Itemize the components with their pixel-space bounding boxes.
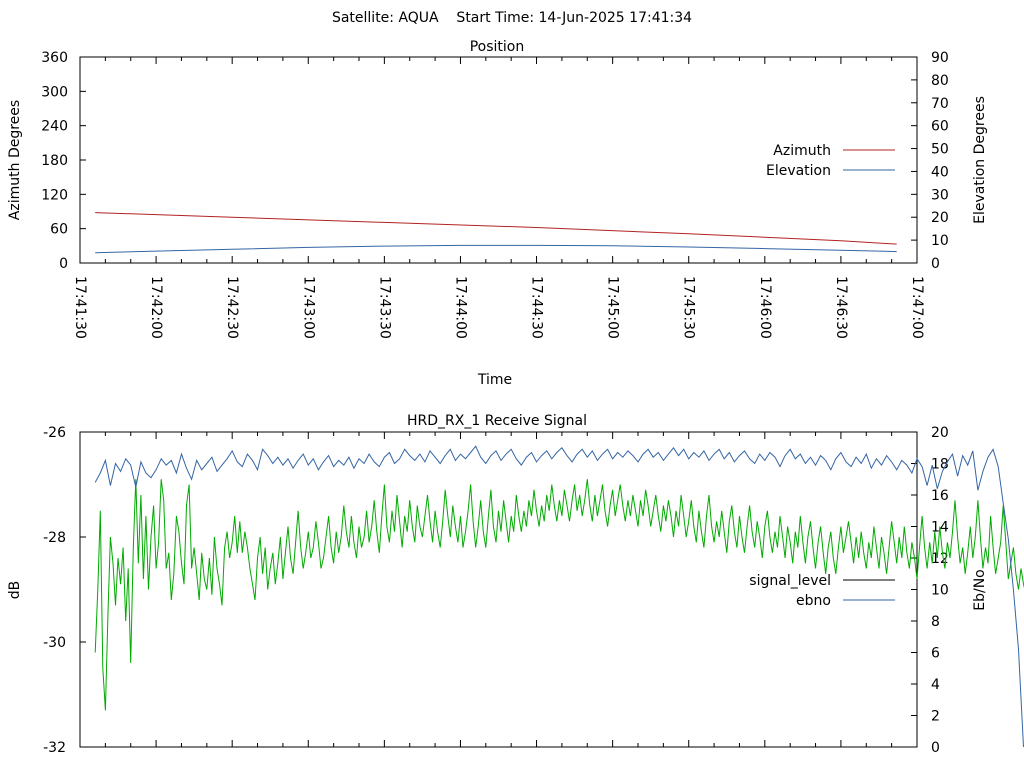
signal-y-left-label: dB — [7, 581, 23, 600]
position-y-right-tick-label: 10 — [931, 233, 949, 249]
signal-legend-label: signal_level — [749, 573, 831, 589]
position-y-right-tick-label: 30 — [931, 187, 949, 203]
signal-series — [94, 445, 1024, 748]
signal-series-line-ebno — [94, 445, 1024, 748]
signal-y-right-tick-label: 6 — [931, 646, 940, 662]
position-series-line-elevation — [95, 244, 897, 254]
position-x-tick-label: 17:45:30 — [681, 276, 697, 339]
signal-y-right-tick-label: 16 — [931, 488, 949, 504]
position-chart-title: Position — [470, 39, 525, 55]
position-axis-ticks: 0 60 120 180 240 300 360 0 10 20 30 40 50 60 70 80 90 17:… — [41, 50, 949, 339]
position-series-line-azimuth — [95, 212, 897, 245]
position-plot-frame — [79, 56, 918, 264]
position-y-left-tick-label: 300 — [41, 84, 68, 100]
position-x-tick-label: 17:44:30 — [529, 276, 545, 339]
position-y-right-tick-label: 90 — [931, 50, 949, 66]
position-x-axis-label: Time — [477, 372, 512, 388]
page-title: Satellite: AQUA Start Time: 14-Jun-2025 … — [332, 10, 692, 26]
position-y-right-tick-label: 20 — [931, 210, 949, 226]
position-x-tick-label: 17:46:00 — [757, 276, 773, 339]
position-legend: Azimuth Elevation — [766, 143, 895, 179]
signal-y-left-tick-label: -28 — [43, 530, 66, 546]
position-x-tick-label: 17:45:00 — [605, 276, 621, 339]
signal-chart-title: HRD_RX_1 Receive Signal — [407, 413, 587, 429]
position-x-tick-label: 17:43:00 — [300, 276, 316, 339]
signal-y-right-label: Eb/No — [972, 569, 988, 611]
position-x-tick-label: 17:42:30 — [224, 276, 240, 339]
position-legend-label: Elevation — [766, 163, 831, 179]
position-y-right-label: Elevation Degrees — [972, 96, 988, 224]
position-y-left-tick-label: 360 — [41, 50, 68, 66]
position-y-left-tick-label: 180 — [41, 153, 68, 169]
position-chart: Position 0 60 120 180 240 300 360 0 10 20 30 40 50 60… — [7, 39, 988, 388]
position-y-right-tick-label: 70 — [931, 96, 949, 112]
signal-y-right-tick-label: 20 — [931, 425, 949, 441]
position-y-right-tick-label: 80 — [931, 73, 949, 89]
position-series — [95, 212, 897, 254]
signal-y-right-tick-label: 10 — [931, 583, 949, 599]
signal-y-right-tick-label: 8 — [931, 614, 940, 630]
position-y-left-tick-label: 240 — [41, 119, 68, 135]
position-x-tick-label: 17:43:30 — [376, 276, 392, 339]
position-x-tick-label: 17:44:00 — [452, 276, 468, 339]
position-y-right-tick-label: 50 — [931, 142, 949, 158]
signal-y-left-tick-label: -32 — [43, 740, 66, 756]
signal-legend-label: ebno — [796, 593, 831, 609]
position-y-left-tick-label: 60 — [50, 222, 68, 238]
signal-y-right-tick-label: 2 — [931, 709, 940, 725]
position-x-tick-label: 17:46:30 — [833, 276, 849, 339]
position-x-tick-label: 17:41:30 — [72, 276, 88, 339]
position-y-left-label: Azimuth Degrees — [7, 100, 23, 220]
signal-y-left-tick-label: -30 — [43, 635, 66, 651]
position-y-right-tick-label: 60 — [931, 119, 949, 135]
position-y-left-tick-label: 120 — [41, 187, 68, 203]
signal-y-right-tick-label: 0 — [931, 740, 940, 756]
position-y-left-tick-label: 0 — [59, 256, 68, 272]
position-legend-label: Azimuth — [773, 143, 831, 159]
signal-plot-frame — [79, 431, 918, 748]
position-y-right-tick-label: 40 — [931, 164, 949, 180]
position-y-right-tick-label: 0 — [931, 256, 940, 272]
position-x-tick-label: 17:42:00 — [148, 276, 164, 339]
signal-y-left-tick-label: -26 — [43, 425, 66, 441]
position-x-tick-label: 17:47:00 — [909, 276, 925, 339]
signal-series-line-signal-level — [94, 479, 1024, 711]
signal-chart: HRD_RX_1 Receive Signal -32 -30 -28 -26 0 2 4 6… — [7, 413, 1024, 756]
signal-y-right-tick-label: 4 — [931, 677, 940, 693]
